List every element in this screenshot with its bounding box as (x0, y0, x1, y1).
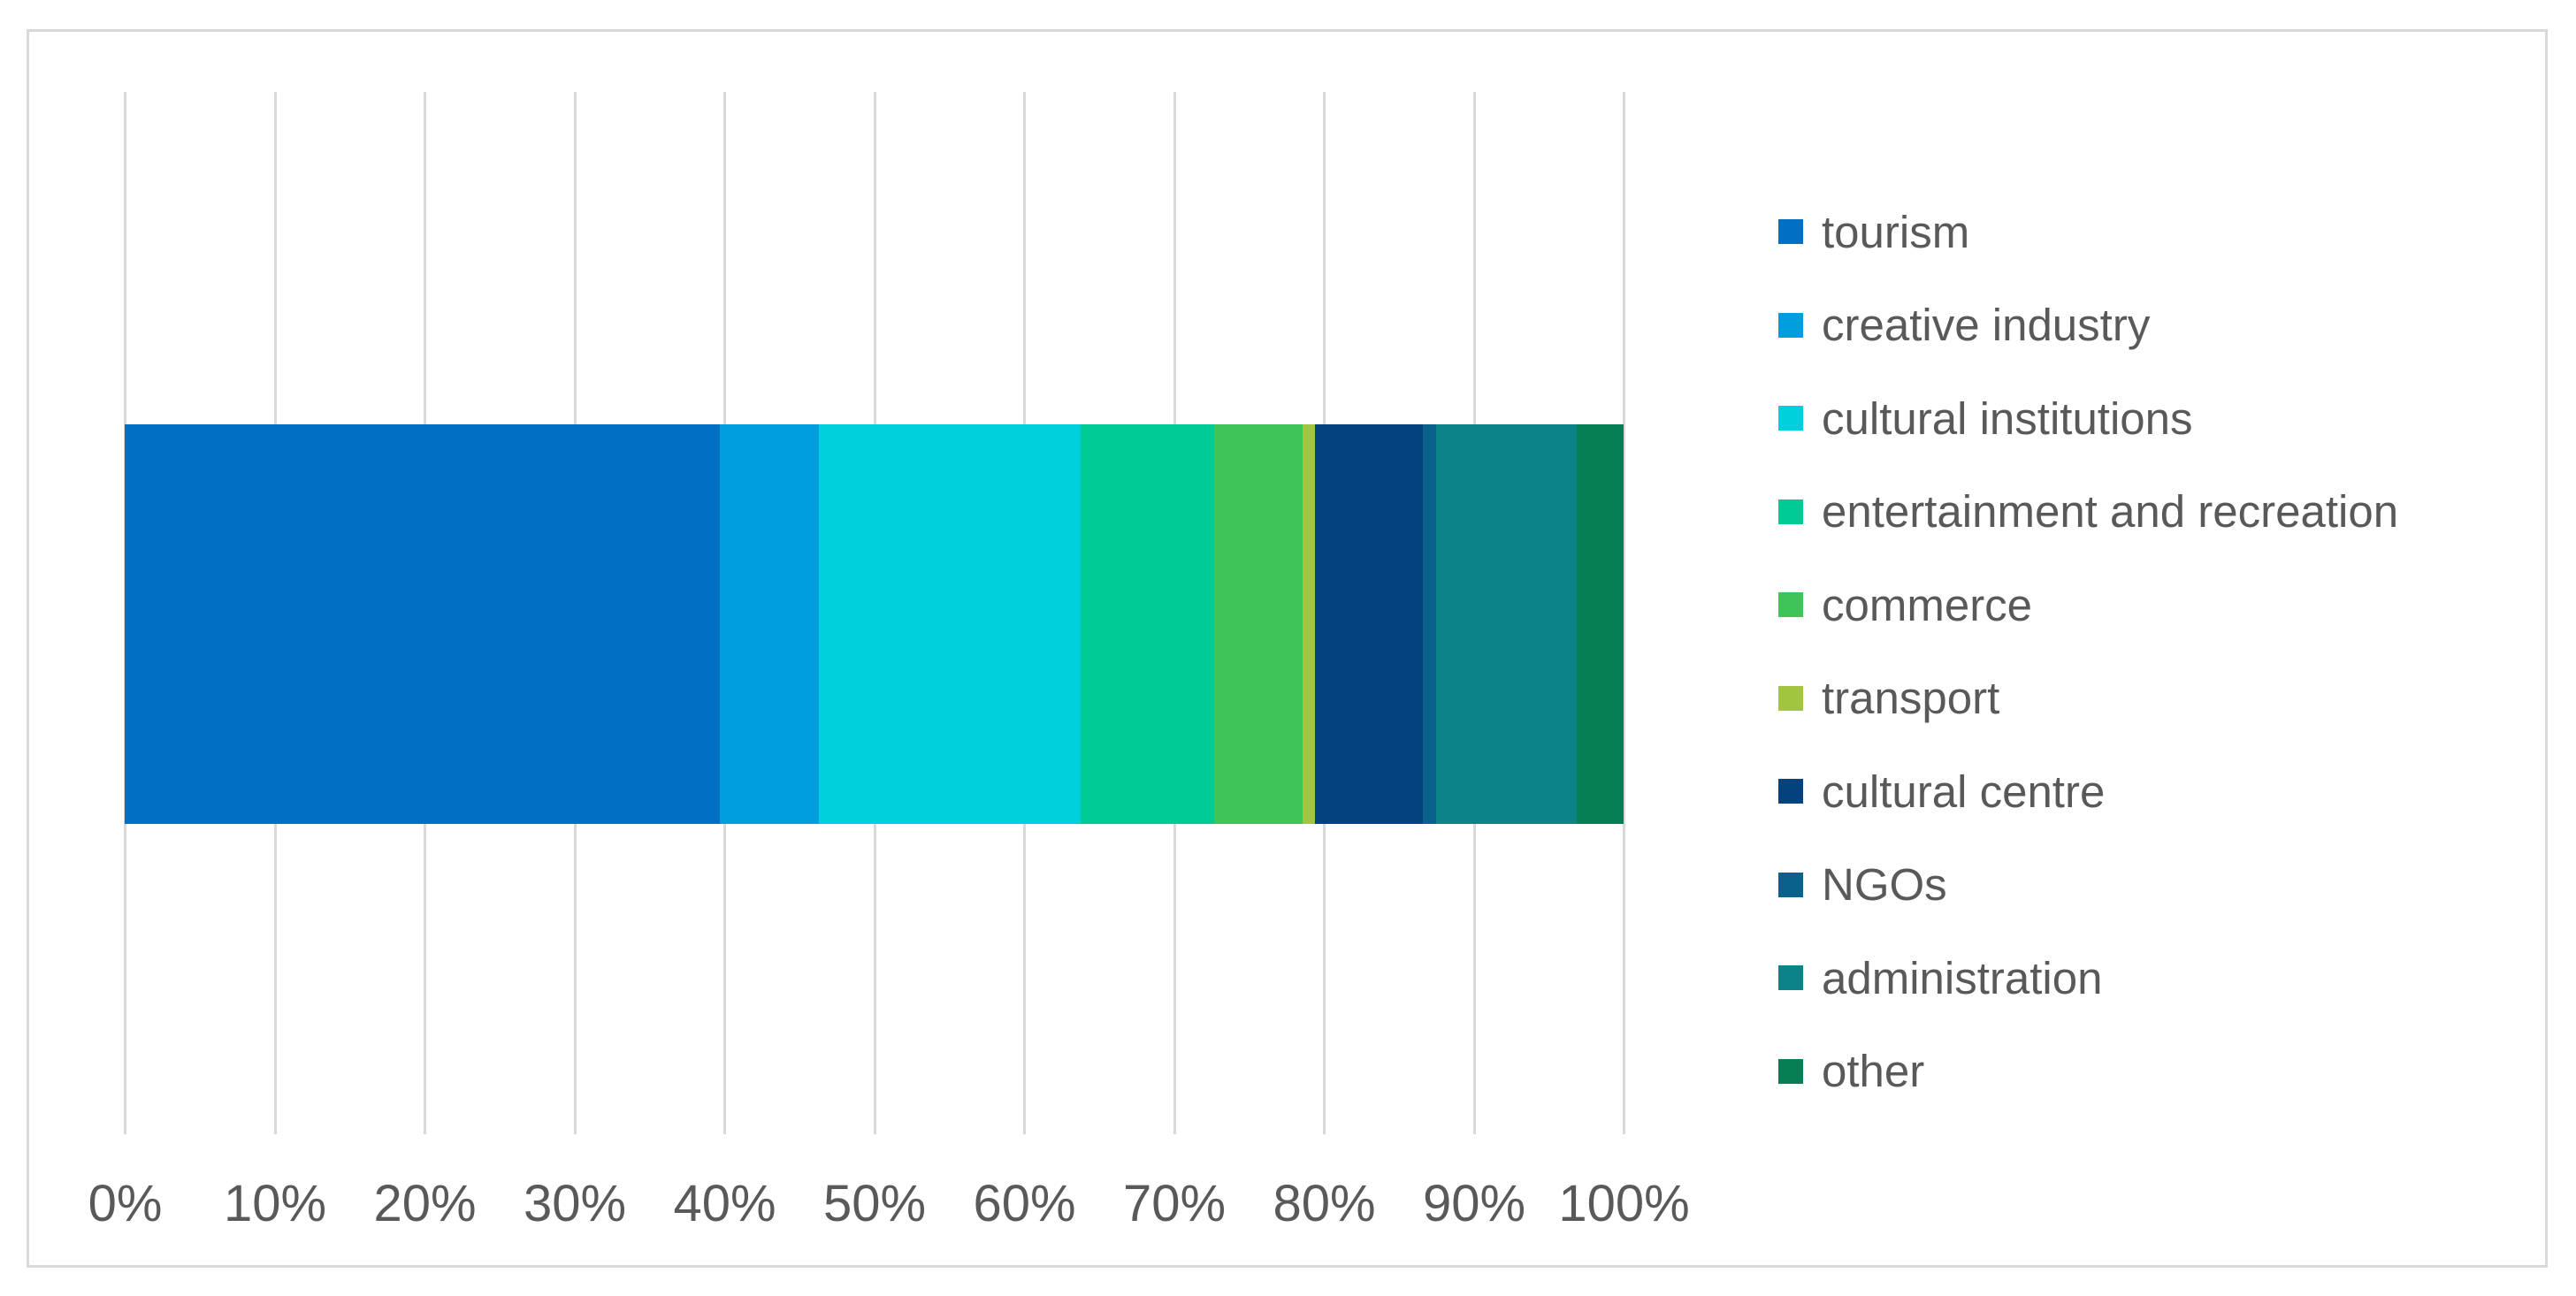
legend-item-creative-industry[interactable]: creative industry (1778, 281, 2150, 370)
x-tick-label-0: 0% (88, 1175, 163, 1232)
legend-item-cultural-institutions[interactable]: cultural institutions (1778, 374, 2193, 462)
legend-swatch-cultural-institutions (1778, 406, 1803, 431)
legend-swatch-ngos (1778, 872, 1803, 897)
bar-segment-commerce[interactable] (1214, 424, 1303, 824)
legend-item-cultural-centre[interactable]: cultural centre (1778, 747, 2105, 835)
bar-segment-tourism[interactable] (125, 424, 720, 824)
legend-label: other (1822, 1046, 1925, 1096)
bar-segment-ngos[interactable] (1422, 424, 1437, 824)
legend-label: transport (1822, 673, 2000, 723)
legend-swatch-transport (1778, 685, 1803, 711)
legend-label: administration (1822, 952, 2103, 1003)
legend-item-commerce[interactable]: commerce (1778, 560, 2032, 649)
legend-swatch-creative-industry (1778, 312, 1803, 338)
legend-label: commerce (1822, 579, 2033, 630)
x-tick-label-10: 10% (223, 1175, 327, 1232)
legend-swatch-commerce (1778, 592, 1803, 617)
legend-swatch-entertainment-and-recreation (1778, 499, 1803, 524)
legend-item-entertainment-and-recreation[interactable]: entertainment and recreation (1778, 468, 2398, 556)
x-tick-label-70: 70% (1122, 1175, 1227, 1232)
legend-swatch-tourism (1778, 219, 1803, 244)
legend-swatch-cultural-centre (1778, 779, 1803, 804)
stacked-bar (125, 424, 1624, 824)
legend-label: cultural centre (1822, 766, 2106, 817)
legend-label: entertainment and recreation (1822, 486, 2399, 537)
legend-label: NGOs (1822, 859, 1947, 910)
bar-segment-cultural-institutions[interactable] (818, 424, 1082, 824)
legend-label: creative industry (1822, 300, 2151, 350)
legend-item-transport[interactable]: transport (1778, 654, 1999, 743)
legend-label: tourism (1822, 206, 1970, 257)
bar-segment-cultural-centre[interactable] (1314, 424, 1423, 824)
x-tick-label-50: 50% (822, 1175, 927, 1232)
bar-segment-creative-industry[interactable] (719, 424, 819, 824)
x-tick-label-60: 60% (973, 1175, 1076, 1232)
legend-label: cultural institutions (1822, 393, 2193, 444)
x-tick-label-80: 80% (1273, 1175, 1376, 1232)
bar-segment-administration[interactable] (1436, 424, 1578, 824)
x-tick-label-20: 20% (373, 1175, 477, 1232)
legend-item-ngos[interactable]: NGOs (1778, 841, 1947, 929)
x-tick-label-100: 100% (1558, 1175, 1690, 1232)
gridline-100 (1623, 92, 1625, 1134)
x-tick-label-40: 40% (673, 1175, 776, 1232)
x-tick-label-90: 90% (1422, 1175, 1526, 1232)
plot-area (124, 92, 1625, 1134)
x-axis: 0% 10% 20% 30% 40% 50% 60% 70% 80% 90% 100% (0, 1169, 2576, 1239)
legend-swatch-other (1778, 1058, 1803, 1084)
legend-item-tourism[interactable]: tourism (1778, 187, 1969, 276)
bar-segment-entertainment-and-recreation[interactable] (1081, 424, 1215, 824)
legend-swatch-administration (1778, 965, 1803, 990)
bar-segment-transport[interactable] (1303, 424, 1315, 824)
x-tick-label-30: 30% (523, 1175, 627, 1232)
legend-item-other[interactable]: other (1778, 1027, 1924, 1116)
bar-segment-other[interactable] (1577, 424, 1624, 824)
legend-item-administration[interactable]: administration (1778, 934, 2102, 1022)
